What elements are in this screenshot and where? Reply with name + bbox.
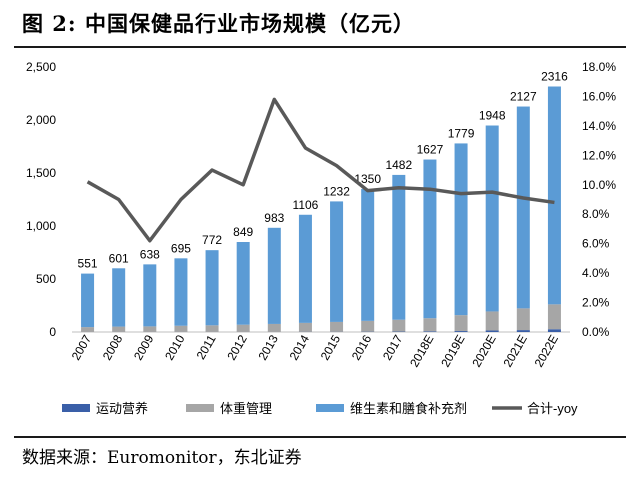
bar-segment-weight-management xyxy=(330,321,344,332)
bar-segment-vitamins-supplements xyxy=(361,188,375,321)
legend-weight-management-swatch xyxy=(186,404,214,412)
y-left-tick-label: 2,500 xyxy=(26,60,56,74)
bar-segment-vitamins-supplements xyxy=(236,242,250,325)
bar-total-label: 1482 xyxy=(385,158,412,172)
bar-segment-sports-nutrition xyxy=(485,330,499,332)
x-tick-label: 2021E xyxy=(500,333,529,370)
bar-total-label: 601 xyxy=(109,251,129,265)
bar-total-label: 2127 xyxy=(510,90,537,104)
bar-segment-vitamins-supplements xyxy=(205,250,219,326)
bar-segment-weight-management xyxy=(174,325,188,332)
bar-segment-weight-management xyxy=(298,322,312,332)
x-tick-label: 2013 xyxy=(255,332,281,362)
x-tick-label: 2009 xyxy=(131,332,157,362)
bar-segment-vitamins-supplements xyxy=(298,214,312,323)
bar-segment-vitamins-supplements xyxy=(174,258,188,326)
y-left-tick-label: 1,000 xyxy=(26,219,56,233)
bar-segment-vitamins-supplements xyxy=(112,268,126,327)
bar-total-label: 1350 xyxy=(354,172,381,186)
y-left-tick-label: 0 xyxy=(49,325,56,339)
title-divider xyxy=(14,46,626,48)
y-right-tick-label: 0.0% xyxy=(582,325,610,339)
bar-segment-weight-management xyxy=(392,319,406,332)
bar-segment-weight-management xyxy=(423,318,437,332)
bar-total-label: 983 xyxy=(264,211,284,225)
x-tick-label: 2011 xyxy=(194,332,219,362)
x-tick-label: 2022E xyxy=(532,333,561,370)
bar-segment-weight-management xyxy=(112,326,126,332)
legend-yoy-label: 合计-yoy xyxy=(527,401,578,416)
bar-segment-weight-management xyxy=(205,325,219,332)
y-right-tick-label: 4.0% xyxy=(582,266,610,280)
y-right-tick-label: 6.0% xyxy=(582,237,610,251)
x-tick-label: 2007 xyxy=(69,332,95,362)
bar-total-label: 849 xyxy=(233,225,253,239)
yoy-growth-line xyxy=(86,97,555,243)
bar-total-label: 638 xyxy=(140,247,160,261)
x-tick-label: 2015 xyxy=(318,332,344,362)
y-right-tick-label: 8.0% xyxy=(582,207,610,221)
x-tick-label: 2017 xyxy=(380,332,406,362)
source-divider xyxy=(14,436,626,438)
x-tick-label: 2012 xyxy=(224,332,250,362)
bar-total-label: 1627 xyxy=(417,143,444,157)
legend-weight-management-label: 体重管理 xyxy=(220,401,272,416)
bar-segment-weight-management xyxy=(454,315,468,332)
x-tick-label: 2008 xyxy=(100,332,126,362)
bar-segment-vitamins-supplements xyxy=(485,125,499,312)
legend-vitamins-supplements-label: 维生素和膳食补充剂 xyxy=(350,401,467,416)
bar-total-label: 695 xyxy=(171,241,191,255)
bar-segment-sports-nutrition xyxy=(423,331,437,332)
bar-total-label: 2316 xyxy=(541,70,568,84)
bar-total-label: 551 xyxy=(78,257,98,271)
y-right-tick-label: 12.0% xyxy=(582,148,616,162)
bar-segment-weight-management xyxy=(516,308,530,331)
bar-total-label: 1779 xyxy=(448,126,475,140)
x-tick-label: 2019E xyxy=(438,333,467,370)
legend-vitamins-supplements-swatch xyxy=(316,404,344,412)
bar-segment-vitamins-supplements xyxy=(547,86,561,305)
bar-segment-weight-management xyxy=(267,323,281,332)
y-left-tick-label: 2,000 xyxy=(26,113,56,127)
bar-segment-vitamins-supplements xyxy=(454,143,468,316)
market-size-chart: 0 500 1,000 1,500 2,000 2,500 0.0% 2.0% 4.0% 6.0%… xyxy=(26,60,616,416)
bar-segment-vitamins-supplements xyxy=(81,273,95,328)
bar-segment-sports-nutrition xyxy=(516,330,530,332)
bar-total-label: 772 xyxy=(202,233,222,247)
bar-segment-vitamins-supplements xyxy=(143,264,157,327)
bar-segment-sports-nutrition xyxy=(454,331,468,332)
x-tick-label: 2020E xyxy=(469,333,498,370)
y-right-tick-label: 14.0% xyxy=(582,119,616,133)
bar-segment-vitamins-supplements xyxy=(330,201,344,322)
bar-segment-vitamins-supplements xyxy=(392,174,406,320)
legend-sports-nutrition-label: 运动营养 xyxy=(96,401,148,416)
bar-segment-weight-management xyxy=(143,326,157,332)
y-right-tick-label: 18.0% xyxy=(582,60,616,74)
bar-segment-weight-management xyxy=(485,311,499,331)
y-right-tick-label: 2.0% xyxy=(582,296,610,310)
y-right-tick-label: 10.0% xyxy=(582,178,616,192)
bar-segment-vitamins-supplements xyxy=(267,227,281,324)
bar-segment-vitamins-supplements xyxy=(516,106,530,309)
bar-segment-weight-management xyxy=(547,304,561,330)
x-tick-label: 2014 xyxy=(287,332,313,362)
x-tick-label: 2018E xyxy=(407,333,436,370)
bar-segment-vitamins-supplements xyxy=(423,159,437,319)
bar-total-label: 1232 xyxy=(323,184,350,198)
y-left-tick-label: 1,500 xyxy=(26,166,56,180)
bar-segment-sports-nutrition xyxy=(547,329,561,332)
y-left-tick-label: 500 xyxy=(36,272,56,286)
legend-sports-nutrition-swatch xyxy=(62,404,90,412)
figure-title: 图 2: 中国保健品行业市场规模（亿元） xyxy=(22,11,415,36)
source-note: 数据来源：Euromonitor，东北证券 xyxy=(22,448,302,468)
x-tick-label: 2010 xyxy=(162,332,188,362)
bar-total-label: 1948 xyxy=(479,109,506,123)
bar-segment-weight-management xyxy=(236,324,250,332)
bar-segment-weight-management xyxy=(81,327,95,332)
bar-segment-weight-management xyxy=(361,320,375,332)
bar-total-label: 1106 xyxy=(293,198,319,212)
x-tick-label: 2016 xyxy=(349,332,375,362)
y-right-tick-label: 16.0% xyxy=(582,89,616,103)
